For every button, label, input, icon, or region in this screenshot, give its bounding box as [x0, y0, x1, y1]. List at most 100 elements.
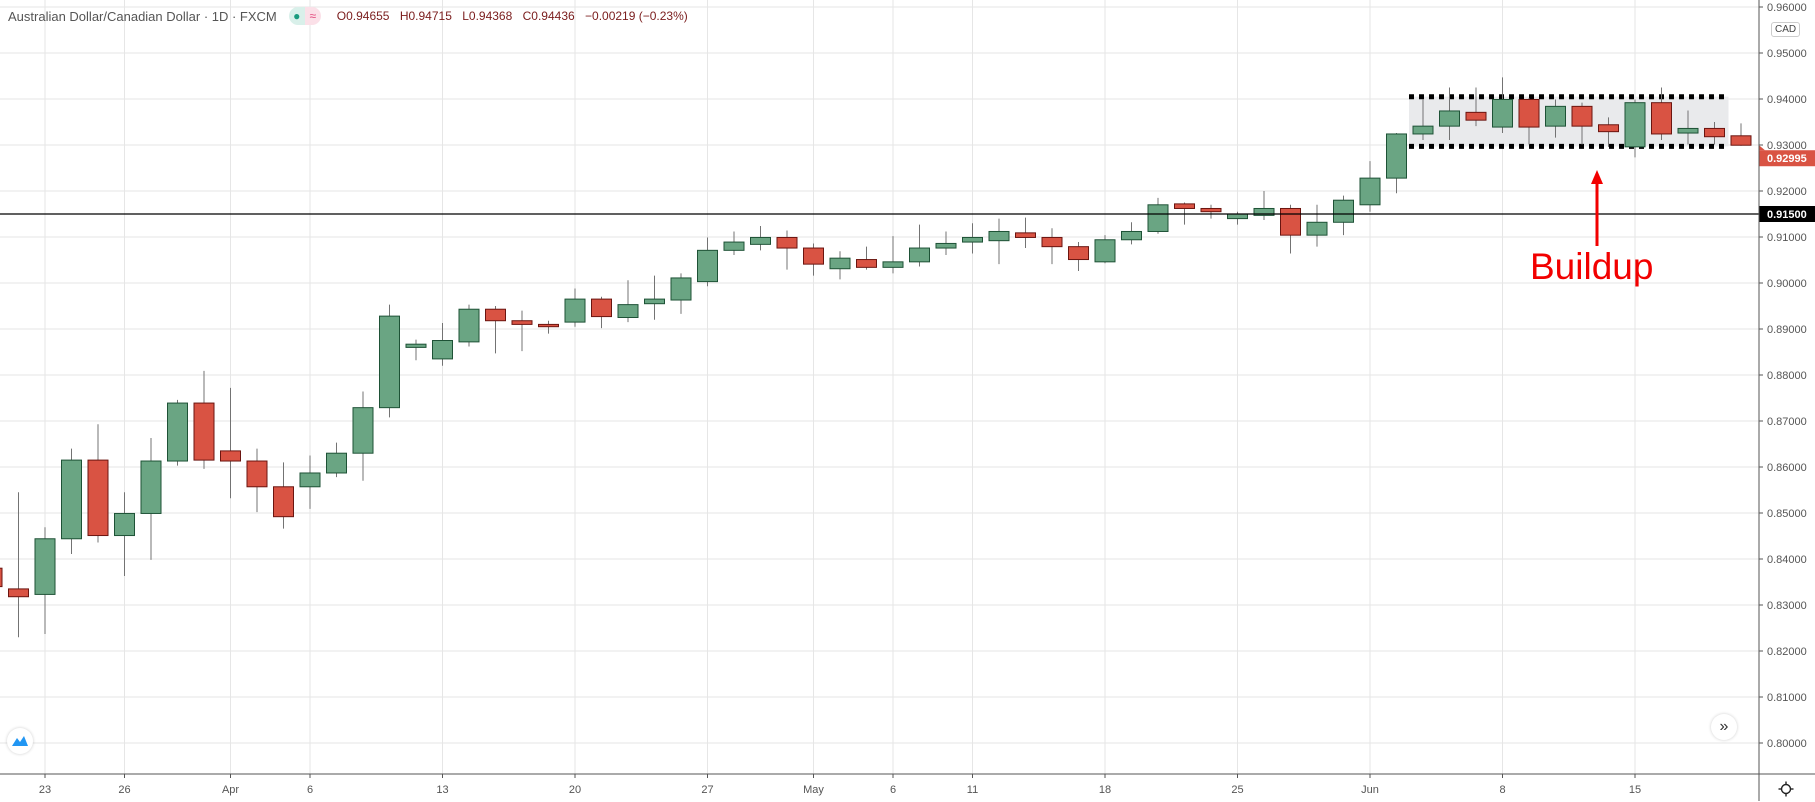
candle-body: [856, 259, 877, 268]
candle-body: [670, 277, 692, 301]
candle-body: [1677, 127, 1699, 134]
candle-body: [511, 320, 533, 325]
candle-2020-04-27: [697, 237, 718, 287]
candle-body: [485, 308, 506, 322]
candle-2020-04-17: [538, 320, 559, 334]
tradingview-logo-icon[interactable]: [7, 728, 33, 754]
time-tick-label: 20: [569, 784, 581, 796]
candle-body: [458, 308, 480, 343]
candle-2020-03-30: [167, 399, 188, 466]
open-value: O0.94655: [336, 9, 390, 23]
candle-2020-06-11: [1571, 102, 1593, 145]
time-tick-label: 6: [890, 784, 896, 796]
candle-2020-04-22: [617, 280, 639, 323]
candle-2020-04-08: [352, 391, 374, 481]
price-tick-label: 0.91000: [1767, 232, 1807, 244]
last-price-pointer: [1759, 145, 1765, 151]
candle-body: [8, 588, 29, 598]
horizontal-line-label: 0.91500: [1767, 209, 1807, 221]
candle-body: [935, 242, 957, 249]
price-tick-label: 0.89000: [1767, 324, 1807, 336]
candle-body: [193, 402, 215, 461]
gear-icon[interactable]: [1778, 781, 1794, 797]
candle-body: [1386, 133, 1407, 179]
candle-body: [1174, 203, 1195, 209]
candle-2020-04-07: [326, 442, 347, 478]
candle-2020-06-19: [1730, 123, 1752, 146]
candle-2020-05-06: [882, 236, 904, 274]
candle-body: [723, 241, 745, 251]
candle-body: [882, 261, 904, 268]
candle-2020-06-10: [1545, 99, 1566, 138]
time-tick-label: 11: [967, 784, 978, 796]
candle-body: [1227, 213, 1248, 220]
candle-2020-05-05: [856, 246, 877, 270]
candle-body: [220, 450, 241, 462]
candle-2020-05-13: [1015, 217, 1036, 249]
candle-2020-04-13: [432, 323, 453, 366]
price-tick-label: 0.85000: [1767, 508, 1807, 520]
candle-2020-06-03: [1412, 99, 1434, 140]
price-tick-label: 0.86000: [1767, 462, 1807, 474]
candle-2020-06-08: [1492, 77, 1513, 134]
price-tick-label: 0.96000: [1767, 2, 1807, 14]
candle-2020-05-26: [1253, 191, 1275, 220]
low-value: L0.94368: [462, 9, 513, 23]
status-pill[interactable]: ● ≈: [288, 7, 321, 25]
candle-2020-06-16: [1651, 87, 1672, 140]
candle-body: [167, 402, 188, 462]
price-tick-label: 0.93000: [1767, 140, 1807, 152]
candle-2020-06-18: [1704, 122, 1725, 145]
currency-badge[interactable]: CAD: [1771, 22, 1801, 37]
candle-2020-05-04: [829, 251, 851, 280]
candle-2020-06-05: [1465, 87, 1487, 127]
candle-body: [1651, 102, 1672, 135]
candle-body: [644, 298, 665, 305]
candle-body: [1571, 105, 1593, 127]
time-tick-label: 13: [436, 784, 448, 796]
candle-2020-05-08: [935, 231, 957, 255]
chart-legend: Australian Dollar/Canadian Dollar · 1D ·…: [8, 6, 695, 26]
symbol-title: Australian Dollar/Canadian Dollar · 1D ·…: [8, 8, 277, 24]
chevrons-right-icon[interactable]: »: [1711, 714, 1737, 740]
candle-2020-06-15: [1624, 99, 1646, 158]
candle-2020-05-18: [1094, 235, 1116, 264]
candle-body: [591, 298, 612, 318]
candle-2020-05-01: [803, 243, 824, 276]
candle-2020-04-28: [723, 231, 745, 255]
candle-2020-05-29: [1333, 195, 1354, 236]
candle-2020-04-16: [511, 310, 533, 352]
candle-body: [34, 538, 56, 595]
buildup-annotation: Buildup: [1530, 246, 1654, 287]
candle-body: [803, 247, 824, 265]
candle-2020-03-25: [87, 424, 109, 543]
candle-2020-04-20: [564, 288, 586, 327]
candle-body: [326, 452, 347, 474]
candle-body: [909, 247, 930, 263]
candle-2020-05-15: [1068, 242, 1089, 272]
candle-2020-06-01: [1359, 161, 1381, 212]
candle-body: [962, 236, 983, 243]
candle-2020-03-19: [0, 567, 3, 588]
candle-2020-04-14: [458, 304, 480, 347]
candle-2020-05-14: [1041, 228, 1063, 265]
candle-body: [1200, 207, 1222, 213]
candle-body: [564, 298, 586, 323]
candle-body: [829, 257, 851, 270]
candle-body: [352, 407, 374, 454]
candle-2020-04-23: [644, 275, 665, 320]
price-tick-label: 0.84000: [1767, 554, 1807, 566]
up-arrow-annotation: [1591, 170, 1603, 246]
candle-body: [1518, 98, 1540, 128]
time-tick-label: 8: [1499, 784, 1505, 796]
candle-2020-06-02: [1386, 133, 1407, 194]
candle-2020-03-27: [140, 438, 162, 560]
high-value: H0.94715: [399, 9, 452, 23]
price-tick-label: 0.87000: [1767, 416, 1807, 428]
candle-body: [1253, 207, 1275, 216]
candle-body: [1280, 207, 1301, 236]
price-tick-label: 0.90000: [1767, 278, 1807, 290]
last-price-label-bg: [1759, 150, 1815, 167]
